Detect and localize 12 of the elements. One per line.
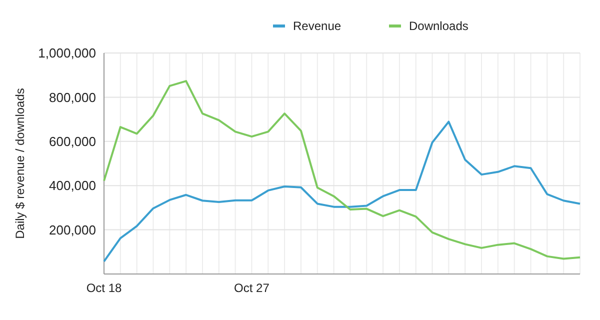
legend-label: Revenue: [293, 19, 342, 34]
x-tick-label: Oct 18: [86, 281, 122, 295]
legend-label: Downloads: [409, 19, 468, 34]
y-tick-label: 800,000: [49, 90, 96, 105]
y-axis-title: Daily $ revenue / downloads: [13, 88, 27, 239]
x-tick-label: Oct 27: [234, 281, 270, 295]
y-tick-label: 1,000,000: [38, 46, 96, 61]
line-series: [103, 80, 581, 260]
y-tick-label: 400,000: [49, 178, 96, 194]
y-tick-label: 200,000: [49, 222, 96, 238]
y-tick-label: 600,000: [49, 134, 96, 149]
line-series: [103, 120, 581, 262]
